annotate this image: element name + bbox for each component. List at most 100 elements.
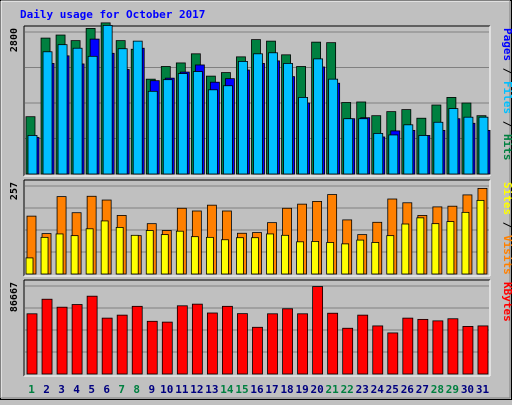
bar-kbytes-day-29 — [447, 318, 459, 375]
bar-files-day-19 — [298, 97, 308, 175]
bar-files-day-17 — [268, 52, 278, 175]
bar-kbytes-day-13 — [206, 312, 218, 375]
bar-kbytes-day-3 — [56, 306, 68, 375]
series-sites — [25, 199, 485, 275]
bar-kbytes-day-2 — [41, 298, 53, 375]
bar-sites-day-31 — [476, 199, 485, 275]
bar-kbytes-day-10 — [161, 321, 173, 375]
bar-files-day-1 — [27, 135, 38, 175]
chart-panels: 2800 Pages / Files / Hits 257 Sites / Visit… — [9, 22, 512, 377]
bar-files-day-2 — [42, 51, 53, 175]
bar-sites-day-29 — [446, 221, 455, 275]
x-tick-label-25: 25 — [386, 383, 399, 396]
x-tick-label-1: 1 — [28, 383, 35, 396]
bar-kbytes-day-15 — [237, 313, 248, 375]
bar-kbytes-day-12 — [191, 303, 203, 375]
bar-sites-day-20 — [311, 241, 320, 275]
bar-sites-day-26 — [401, 223, 410, 275]
bar-kbytes-day-7 — [116, 314, 128, 375]
bar-files-day-9 — [147, 90, 158, 175]
x-tick-label-17: 17 — [265, 383, 278, 396]
bar-sites-day-14 — [221, 239, 229, 275]
bar-kbytes-day-8 — [131, 305, 143, 375]
bar-kbytes-day-4 — [71, 304, 83, 375]
x-tick-label-7: 7 — [118, 383, 125, 396]
x-tick-label-4: 4 — [73, 383, 80, 396]
bar-files-day-31 — [478, 116, 489, 175]
legend-separator: / — [501, 215, 512, 235]
x-tick-label-18: 18 — [280, 383, 293, 396]
bar-sites-day-9 — [145, 230, 154, 275]
bar-sites-day-5 — [85, 228, 94, 275]
bar-kbytes-day-24 — [372, 325, 384, 375]
bar-files-day-8 — [132, 40, 143, 175]
bar-sites-day-25 — [386, 235, 395, 275]
x-tick-label-21: 21 — [326, 383, 340, 396]
bar-kbytes-day-23 — [357, 314, 369, 375]
bar-files-day-21 — [328, 78, 339, 175]
legend-separator: / — [501, 61, 512, 81]
x-tick-label-8: 8 — [133, 383, 140, 396]
bar-files-day-15 — [238, 61, 248, 175]
bar-sites-day-27 — [416, 217, 425, 275]
bar-files-day-7 — [117, 48, 128, 175]
x-tick-label-27: 27 — [416, 383, 429, 396]
bar-sites-day-11 — [175, 230, 184, 275]
bar-files-day-29 — [448, 108, 459, 175]
bar-sites-day-28 — [431, 223, 440, 275]
x-tick-label-14: 14 — [220, 383, 234, 396]
bar-sites-day-19 — [296, 241, 304, 275]
bar-files-day-3 — [57, 44, 68, 175]
bar-files-day-14 — [223, 85, 233, 175]
bar-sites-day-18 — [281, 234, 289, 275]
x-axis-labels: 1 2 3 4 5 6 7 8 9 10 11 12 13 14 15 16 17 18 19 20 21 22 23 24 2… — [28, 383, 489, 396]
x-tick-label-19: 19 — [295, 383, 308, 396]
bar-kbytes-day-18 — [282, 308, 293, 375]
x-tick-label-2: 2 — [43, 383, 50, 396]
bar-files-day-24 — [373, 133, 384, 175]
panel-visitors: 257 Sites / Visits — [9, 179, 512, 277]
series-kbytes — [26, 286, 489, 375]
bar-sites-day-24 — [371, 242, 380, 275]
x-tick-label-23: 23 — [356, 383, 369, 396]
bar-sites-day-15 — [236, 237, 244, 275]
bar-sites-day-6 — [100, 220, 109, 275]
bar-files-day-20 — [313, 58, 324, 175]
bar-files-day-6 — [102, 25, 113, 175]
x-tick-label-3: 3 — [58, 383, 65, 396]
bar-files-day-23 — [358, 118, 369, 175]
legend-kbytes: KBytes — [501, 282, 512, 322]
legend-kbytes: KBytes — [501, 282, 512, 322]
bar-files-day-25 — [388, 134, 399, 175]
bar-kbytes-day-20 — [312, 286, 324, 375]
bar-sites-day-8 — [130, 234, 139, 275]
bar-sites-day-1 — [25, 257, 34, 275]
x-tick-label-11: 11 — [175, 383, 189, 396]
bar-files-day-4 — [72, 47, 83, 175]
x-tick-label-31: 31 — [476, 383, 490, 396]
bar-kbytes-day-14 — [222, 305, 233, 375]
bar-sites-day-22 — [341, 243, 350, 275]
bar-sites-day-2 — [40, 236, 49, 275]
bar-kbytes-day-11 — [176, 305, 188, 375]
bar-kbytes-day-16 — [252, 326, 263, 375]
x-tick-label-12: 12 — [190, 383, 203, 396]
bar-files-day-10 — [162, 79, 173, 175]
legend-files: Files — [501, 81, 512, 114]
x-tick-label-30: 30 — [461, 383, 474, 396]
bar-kbytes-day-22 — [342, 327, 354, 375]
bar-kbytes-day-9 — [146, 320, 158, 375]
x-tick-label-22: 22 — [341, 383, 354, 396]
bar-files-day-12 — [192, 71, 203, 175]
x-tick-label-16: 16 — [250, 383, 264, 396]
bar-kbytes-day-31 — [477, 325, 489, 375]
bar-files-day-5 — [87, 55, 98, 175]
bar-kbytes-day-5 — [86, 295, 98, 375]
bar-sites-day-17 — [266, 233, 274, 275]
bar-sites-day-30 — [461, 211, 470, 275]
bar-sites-day-13 — [205, 236, 214, 275]
bar-sites-day-10 — [160, 234, 169, 275]
bar-sites-day-12 — [190, 236, 199, 275]
y-max-label: 86667 — [9, 282, 20, 312]
